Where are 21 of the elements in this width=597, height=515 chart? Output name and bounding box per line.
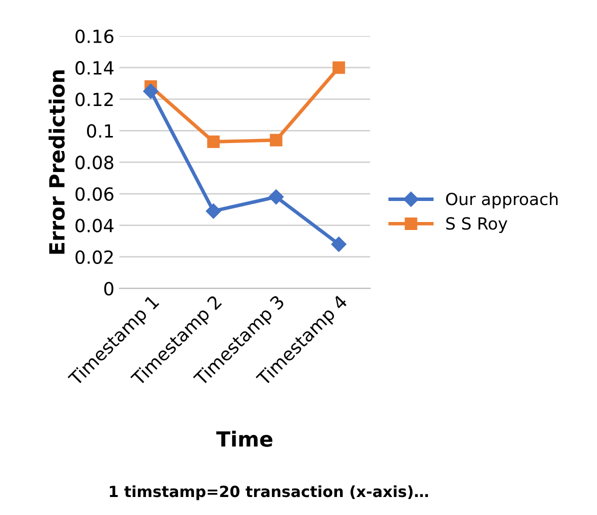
- y-tick-label: 0.16: [76, 30, 114, 44]
- x-axis-title: Time: [216, 430, 272, 447]
- y-tick-label: 0.02: [76, 250, 113, 264]
- y-tick-label: 0.14: [76, 61, 114, 75]
- point: [206, 204, 221, 219]
- y-tick-label: 0.06: [76, 187, 114, 201]
- point: [143, 84, 158, 99]
- legend-label: Our approach: [446, 192, 558, 209]
- y-tick-label: 0.08: [76, 156, 114, 170]
- y-tick-label: 0.04: [76, 218, 114, 232]
- point: [270, 134, 282, 146]
- y-tick-label: 0.1: [87, 124, 113, 138]
- point: [207, 135, 220, 148]
- legend-label: S S Roy: [446, 217, 508, 233]
- y-axis-title: Error Prediction: [48, 70, 65, 254]
- y-tick-label: 0: [104, 282, 114, 296]
- point: [331, 236, 346, 252]
- y-tick-label: 0.12: [76, 92, 113, 106]
- point: [332, 61, 346, 74]
- point: [268, 189, 284, 204]
- text: 1 timstamp=20 transaction (x-axis)…: [110, 485, 428, 500]
